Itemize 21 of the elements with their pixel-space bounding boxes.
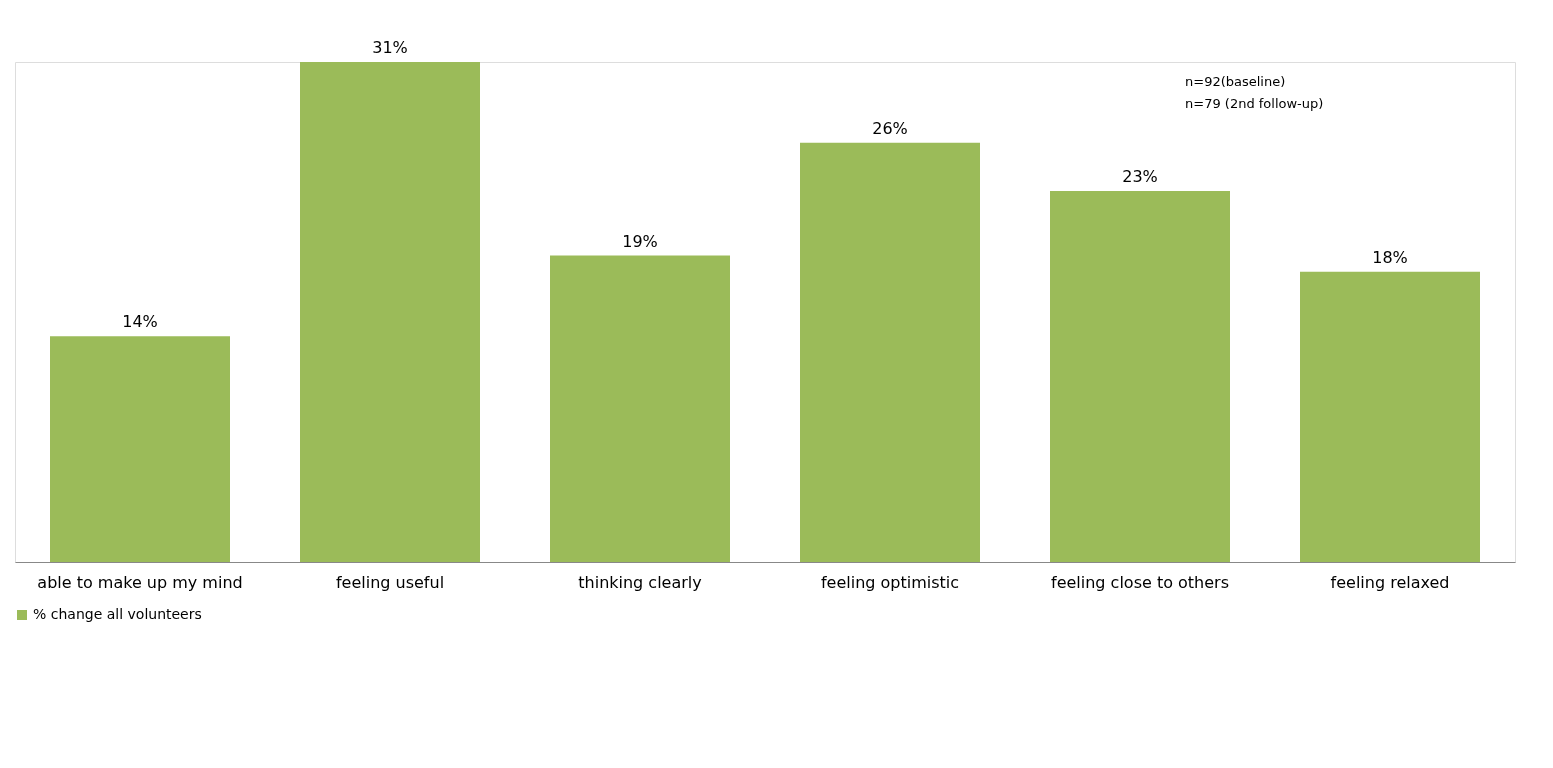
x-tick-label: able to make up my mind — [37, 572, 243, 592]
x-tick-label: feeling optimistic — [820, 572, 960, 592]
annotation: n=79 (2nd follow-up) — [1185, 96, 1324, 111]
data-label: 14% — [122, 312, 158, 332]
data-label: 18% — [1372, 247, 1408, 267]
data-label: 19% — [622, 231, 658, 251]
x-tick-label: thinking clearly — [578, 572, 702, 592]
x-tick-label: feeling useful — [335, 572, 445, 592]
legend-label: % change all volunteers — [33, 606, 202, 622]
bar — [50, 336, 230, 562]
data-label: 31% — [372, 38, 408, 57]
x-tick-label: feeling relaxed — [1330, 572, 1450, 592]
data-label: 23% — [1122, 167, 1158, 187]
bar — [1050, 191, 1230, 562]
data-label: 26% — [872, 118, 908, 138]
bar — [1300, 271, 1480, 562]
bar — [800, 142, 980, 562]
annotation: n=92(baseline) — [1185, 74, 1286, 89]
x-tick-label: feeling close to others — [1051, 572, 1229, 592]
bar — [300, 62, 480, 562]
bar — [550, 255, 730, 562]
